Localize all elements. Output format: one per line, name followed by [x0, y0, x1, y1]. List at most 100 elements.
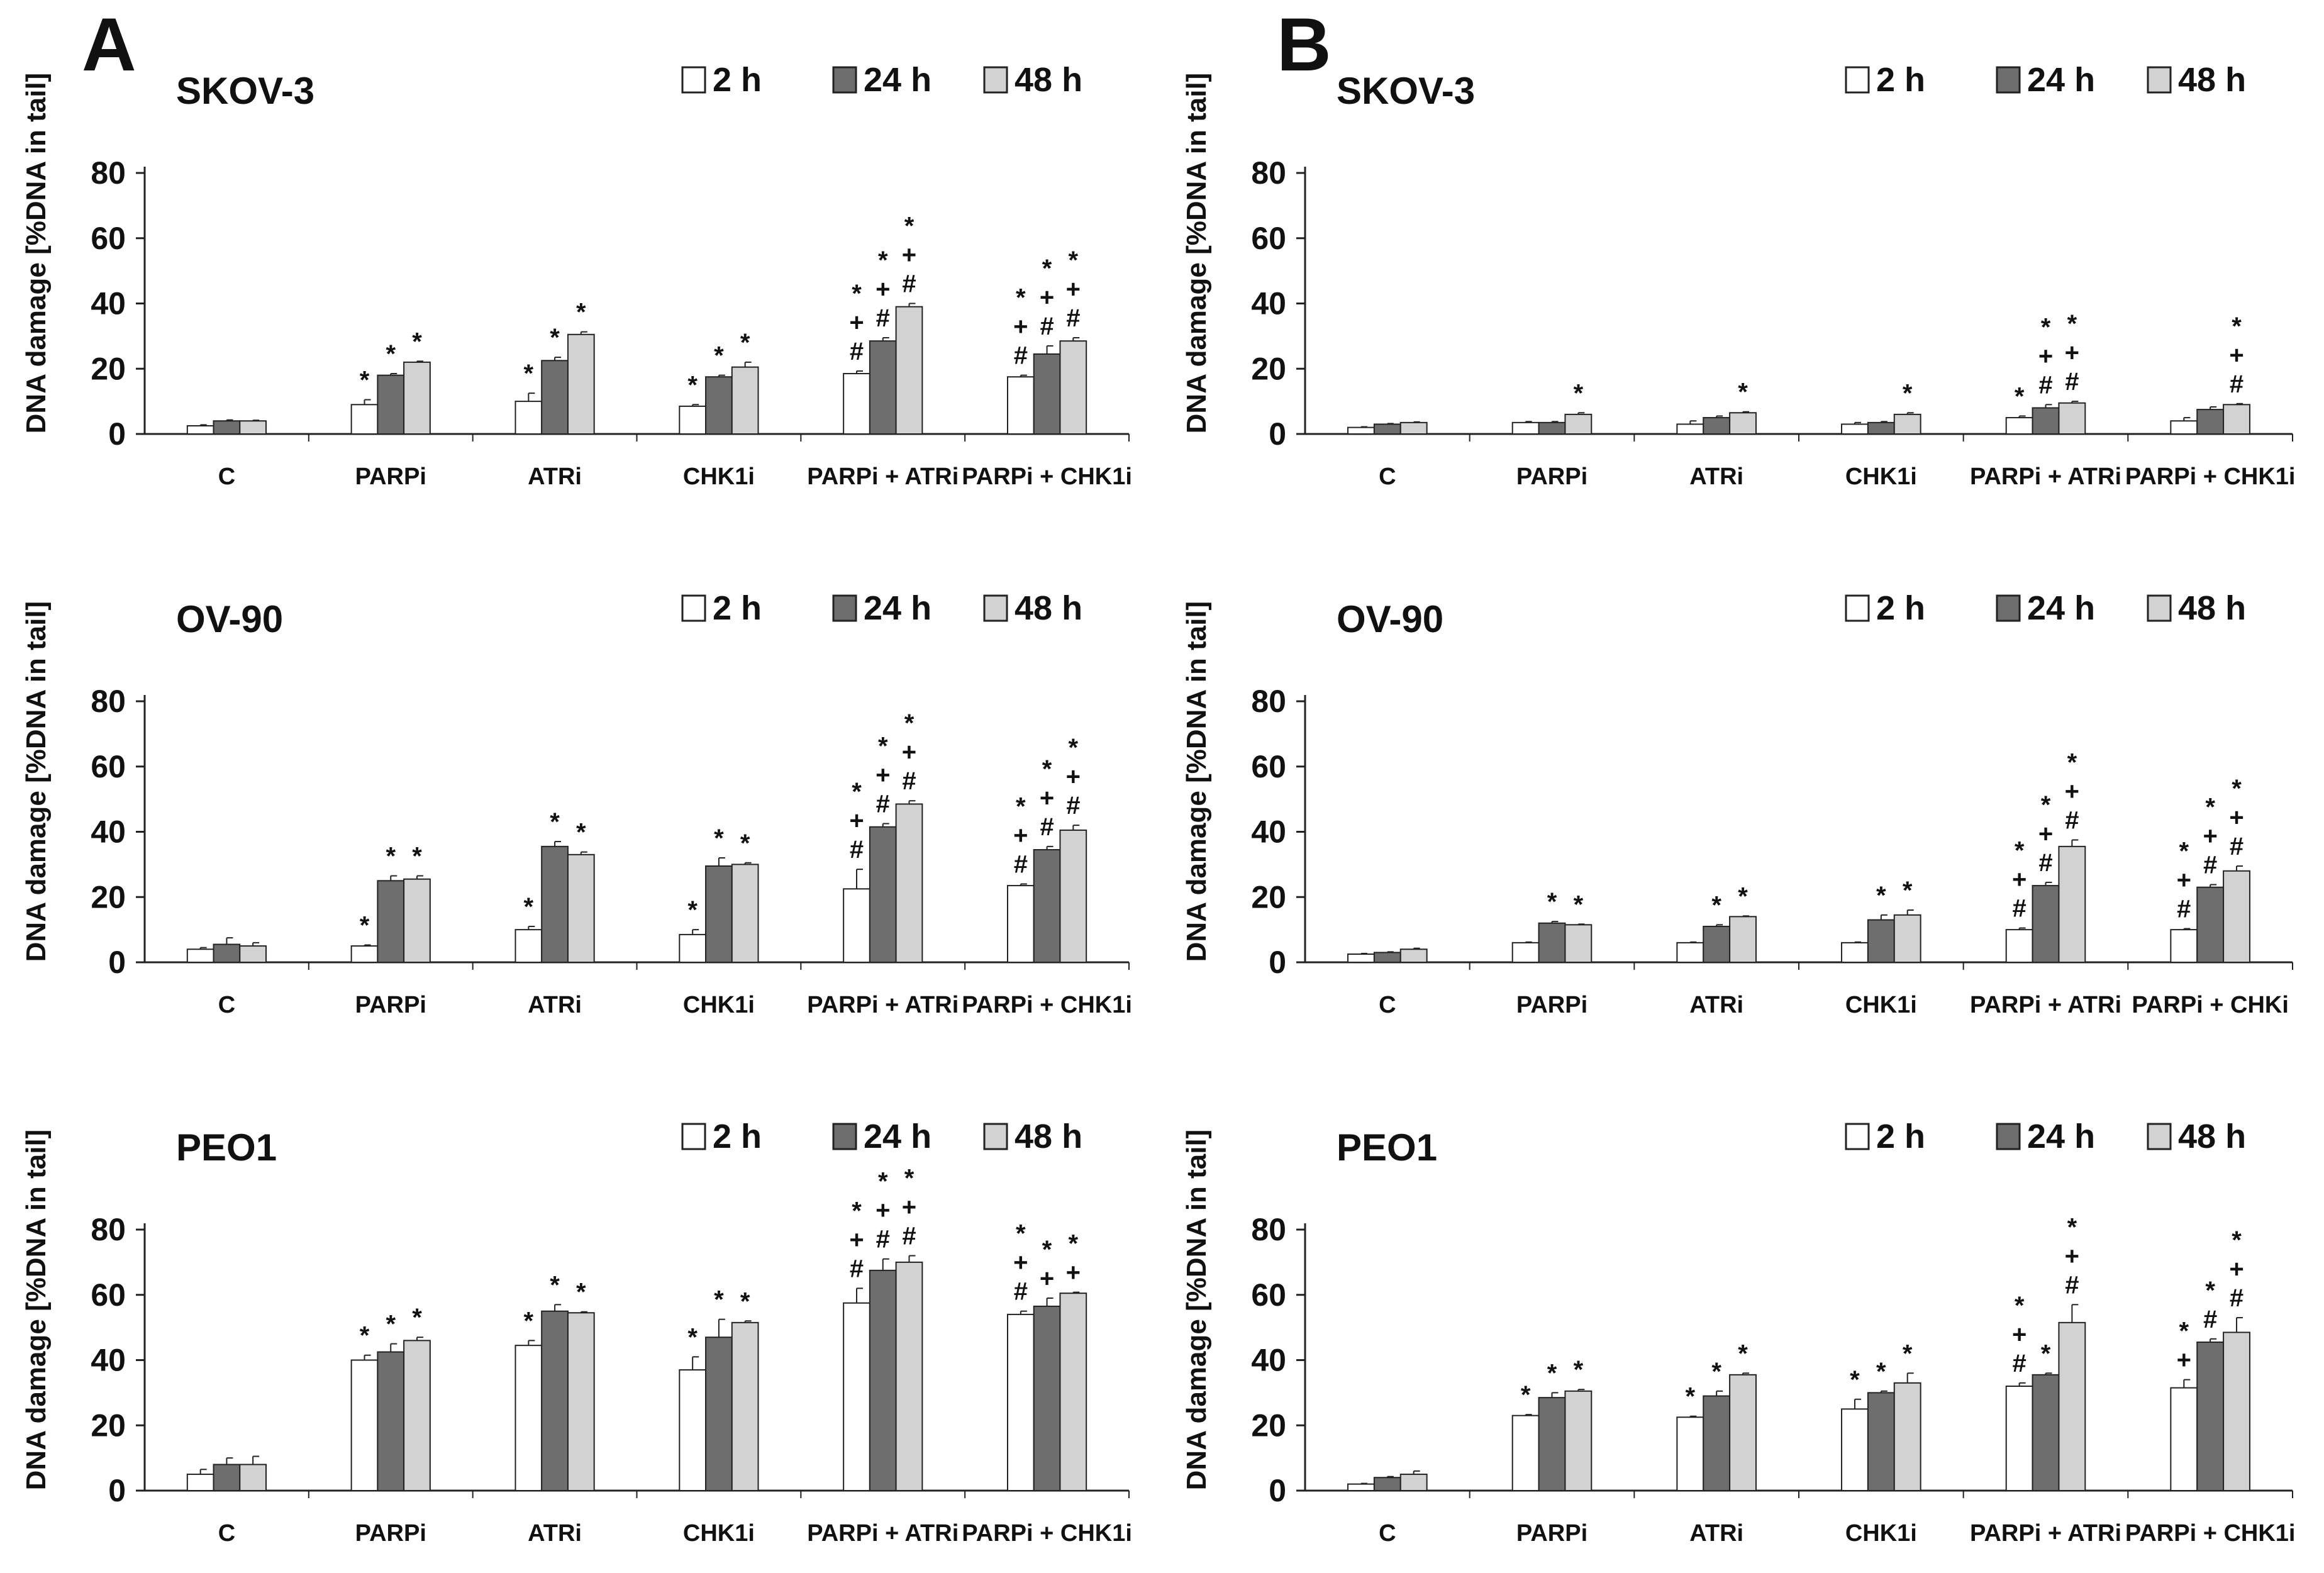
bar-2-h-chk1i: [679, 933, 707, 963]
y-tick-label: 20: [91, 351, 126, 386]
significance-mark: *: [524, 360, 534, 387]
category-label-parpi-atri: PARPi + ATRi: [807, 1520, 959, 1547]
y-tick-label: 80: [91, 1212, 126, 1247]
chart-b-ov90: OV-90 DNA damage [%DNA in tail] 2 h 24 h 48 …: [1160, 528, 2324, 1044]
significance-mark: +: [2038, 820, 2053, 848]
significance-mark: *: [360, 367, 370, 394]
y-tick-label: 20: [91, 1408, 126, 1443]
bar-2-h-c: [1347, 426, 1375, 435]
bar-48-h-chk1i: [1893, 413, 1921, 435]
bar-48-h-c: [239, 420, 267, 435]
legend-label-24-h: 24 h: [2027, 589, 2095, 627]
bar-2-h-c: [1347, 953, 1375, 963]
bar-24-h-chk1i: [705, 1337, 733, 1491]
category-label-parpi: PARPi: [1516, 464, 1587, 490]
legend-label-48-h: 48 h: [1015, 61, 1082, 99]
bar-48-h-atri: [567, 1312, 595, 1491]
bar-24-h-chk1i: [705, 376, 733, 435]
bar-24-h-chk1i: [1867, 1392, 1895, 1491]
chart-svg: OV-90 DNA damage [%DNA in tail] 2 h 24 h 48 …: [1181, 589, 2293, 1018]
bar-24-h-parpi-chk1i: [2196, 409, 2225, 435]
bar-48-h-parpi-chk1i: [1059, 1292, 1087, 1491]
bar-2-h-parpi-chk1i: [2170, 1387, 2198, 1491]
legend-label-2-h: 2 h: [1876, 61, 1925, 99]
bar-48-h-parpi: [403, 878, 431, 963]
category-label-parpi-atri: PARPi + ATRi: [807, 464, 959, 490]
legend-label-2-h: 2 h: [713, 589, 762, 627]
y-tick-label: 20: [1251, 879, 1286, 914]
bar-24-h-c: [1373, 423, 1401, 435]
bar-24-h-parpi-atri: [869, 340, 897, 435]
significance-mark: #: [876, 304, 890, 332]
bar-24-h-chk1i: [1867, 421, 1895, 435]
legend-label-24-h: 24 h: [864, 1118, 931, 1155]
bar-48-h-parpi-atri: [2058, 402, 2086, 435]
y-tick-label: 40: [91, 1343, 126, 1378]
legend-swatch-48-h: [2147, 594, 2172, 622]
legend-label-2-h: 2 h: [1876, 1118, 1925, 1155]
significance-mark: +: [1040, 784, 1054, 812]
y-tick-label: 60: [1251, 749, 1286, 784]
bar-48-h-atri: [1729, 1374, 1757, 1491]
chart-b-peo1: PEO1 DNA damage [%DNA in tail] 2 h 24 h 48 h…: [1160, 1057, 2324, 1573]
legend-label-2-h: 2 h: [1876, 589, 1925, 627]
bar-48-h-c: [239, 1464, 267, 1491]
significance-mark: #: [1014, 1278, 1028, 1306]
bar-2-h-c: [1347, 1483, 1375, 1491]
bar-48-h-atri: [1729, 916, 1757, 963]
significance-mark: +: [1013, 822, 1028, 850]
significance-mark: #: [2038, 849, 2052, 877]
bar-24-h-chk1i: [1867, 919, 1895, 963]
significance-mark: *: [1016, 1220, 1026, 1248]
legend-swatch-48-h: [2147, 1123, 2172, 1150]
bar-2-h-chk1i: [679, 1369, 707, 1491]
bar-48-h-parpi: [403, 1340, 431, 1491]
significance-mark: *: [1016, 284, 1026, 312]
significance-mark: #: [1066, 792, 1080, 820]
significance-mark: *: [878, 733, 888, 760]
significance-mark: *: [1574, 1356, 1584, 1384]
bar-24-h-parpi-atri: [2032, 407, 2060, 435]
y-tick-label: 60: [91, 749, 126, 784]
bar-2-h-parpi-atri: [843, 888, 870, 963]
bar-2-h-c: [186, 425, 214, 435]
significance-mark: *: [1738, 882, 1748, 910]
y-axis-label: DNA damage [%DNA in tail]: [1181, 601, 1212, 962]
bar-24-h-c: [213, 420, 241, 435]
bar-24-h-parpi-chk1i: [1033, 353, 1061, 435]
panel-label-a: A: [82, 3, 136, 87]
significance-mark: *: [740, 830, 750, 857]
significance-mark: *: [2179, 838, 2189, 865]
significance-mark: *: [740, 1287, 750, 1315]
legend-label-24-h: 24 h: [2027, 61, 2095, 99]
legend-swatch-2-h: [681, 66, 706, 94]
significance-mark: *: [2015, 1292, 2025, 1320]
chart-title: PEO1: [176, 1126, 277, 1169]
significance-mark: #: [876, 1226, 890, 1253]
significance-mark: *: [576, 819, 586, 847]
bar-2-h-parpi-atri: [2005, 1386, 2033, 1491]
bar-24-h-atri: [1703, 417, 1731, 435]
significance-mark: *: [714, 825, 724, 852]
category-label-c: C: [218, 1520, 235, 1547]
significance-mark: *: [1686, 1383, 1696, 1411]
bar-48-h-parpi: [1564, 1390, 1593, 1491]
category-label-parpi: PARPi: [355, 1520, 426, 1547]
significance-mark: #: [2065, 806, 2079, 834]
legend-label-48-h: 48 h: [2178, 1118, 2246, 1155]
category-label-chk1i: CHK1i: [1845, 464, 1917, 490]
significance-mark: #: [1014, 851, 1028, 879]
legend-swatch-2-h: [1845, 1123, 1870, 1150]
bar-48-h-chk1i: [1893, 1382, 1921, 1491]
y-tick-label: 40: [1251, 814, 1286, 850]
y-axis-label: DNA damage [%DNA in tail]: [1181, 73, 1212, 434]
bar-2-h-parpi: [1511, 421, 1540, 435]
significance-mark: +: [2065, 339, 2079, 367]
significance-mark: *: [524, 893, 534, 921]
y-tick-label: 40: [1251, 286, 1286, 321]
bar-2-h-atri: [1676, 942, 1704, 963]
significance-mark: *: [740, 329, 750, 357]
chart-svg: PEO1 DNA damage [%DNA in tail] 2 h 24 h 48 h…: [1181, 1118, 2295, 1547]
bar-24-h-atri: [541, 360, 569, 435]
legend-label-2-h: 2 h: [713, 61, 762, 99]
